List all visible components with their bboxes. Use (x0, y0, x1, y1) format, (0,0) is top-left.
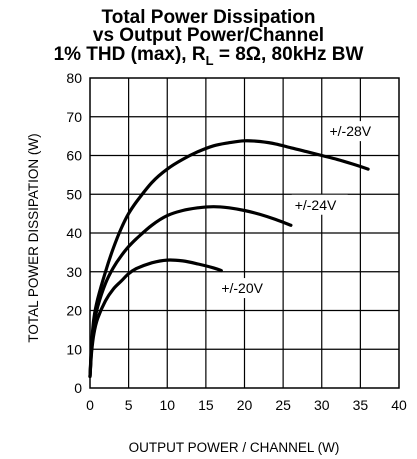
annotation-background (218, 278, 275, 299)
series-label: +/-20V (221, 280, 263, 296)
series-label: +/-28V (329, 123, 371, 139)
x-tick-label: 25 (275, 397, 291, 413)
chart-title-line-3: 1% THD (max), RL = 8Ω, 80kHz BW (0, 45, 417, 71)
series-line-28V (88, 139, 370, 378)
y-tick-label: 70 (66, 109, 82, 125)
y-tick-label: 50 (66, 186, 82, 202)
x-tick-label: 0 (86, 397, 94, 413)
annotation-background (291, 194, 348, 215)
plot-frame (89, 77, 400, 389)
x-tick-label: 10 (159, 397, 175, 413)
annotation-background (326, 121, 383, 142)
x-axis-label: OUTPUT POWER / CHANNEL (W) (129, 440, 340, 455)
x-tick-label: 20 (237, 397, 253, 413)
y-tick-label: 80 (66, 70, 82, 86)
chart-title-subscript: L (205, 52, 214, 68)
chart-title-line-2: vs Output Power/Channel (92, 25, 325, 46)
y-tick-labels: 0 10 20 30 40 50 60 70 80 (66, 70, 82, 396)
y-tick-label: 60 (66, 148, 82, 164)
chart-title-line-1: Total Power Dissipation (101, 7, 316, 28)
x-tick-label: 5 (125, 397, 133, 413)
x-tick-label: 40 (391, 397, 407, 413)
series-lines (88, 139, 370, 378)
y-tick-label: 30 (66, 264, 82, 280)
x-tick-labels: 0 5 10 15 20 25 30 35 40 (86, 397, 407, 413)
y-tick-label: 0 (74, 380, 82, 396)
chart-title-line-3-suffix: = 8Ω, 80kHz BW (213, 44, 364, 65)
series-annotations: +/-28V +/-24V +/-20V (218, 121, 383, 299)
y-tick-label: 40 (66, 225, 82, 241)
series-label: +/-24V (295, 197, 337, 213)
y-axis-label: TOTAL POWER DISSIPATION (W) (26, 133, 41, 342)
y-tick-label: 20 (66, 303, 82, 319)
chart-title-line-3-prefix: 1% THD (max), R (53, 44, 206, 65)
x-tick-label: 30 (314, 397, 330, 413)
y-tick-label: 10 (66, 341, 82, 357)
x-tick-label: 15 (198, 397, 214, 413)
x-tick-label: 35 (353, 397, 369, 413)
series-line-20V (88, 258, 223, 378)
series-line-24V (88, 205, 293, 378)
